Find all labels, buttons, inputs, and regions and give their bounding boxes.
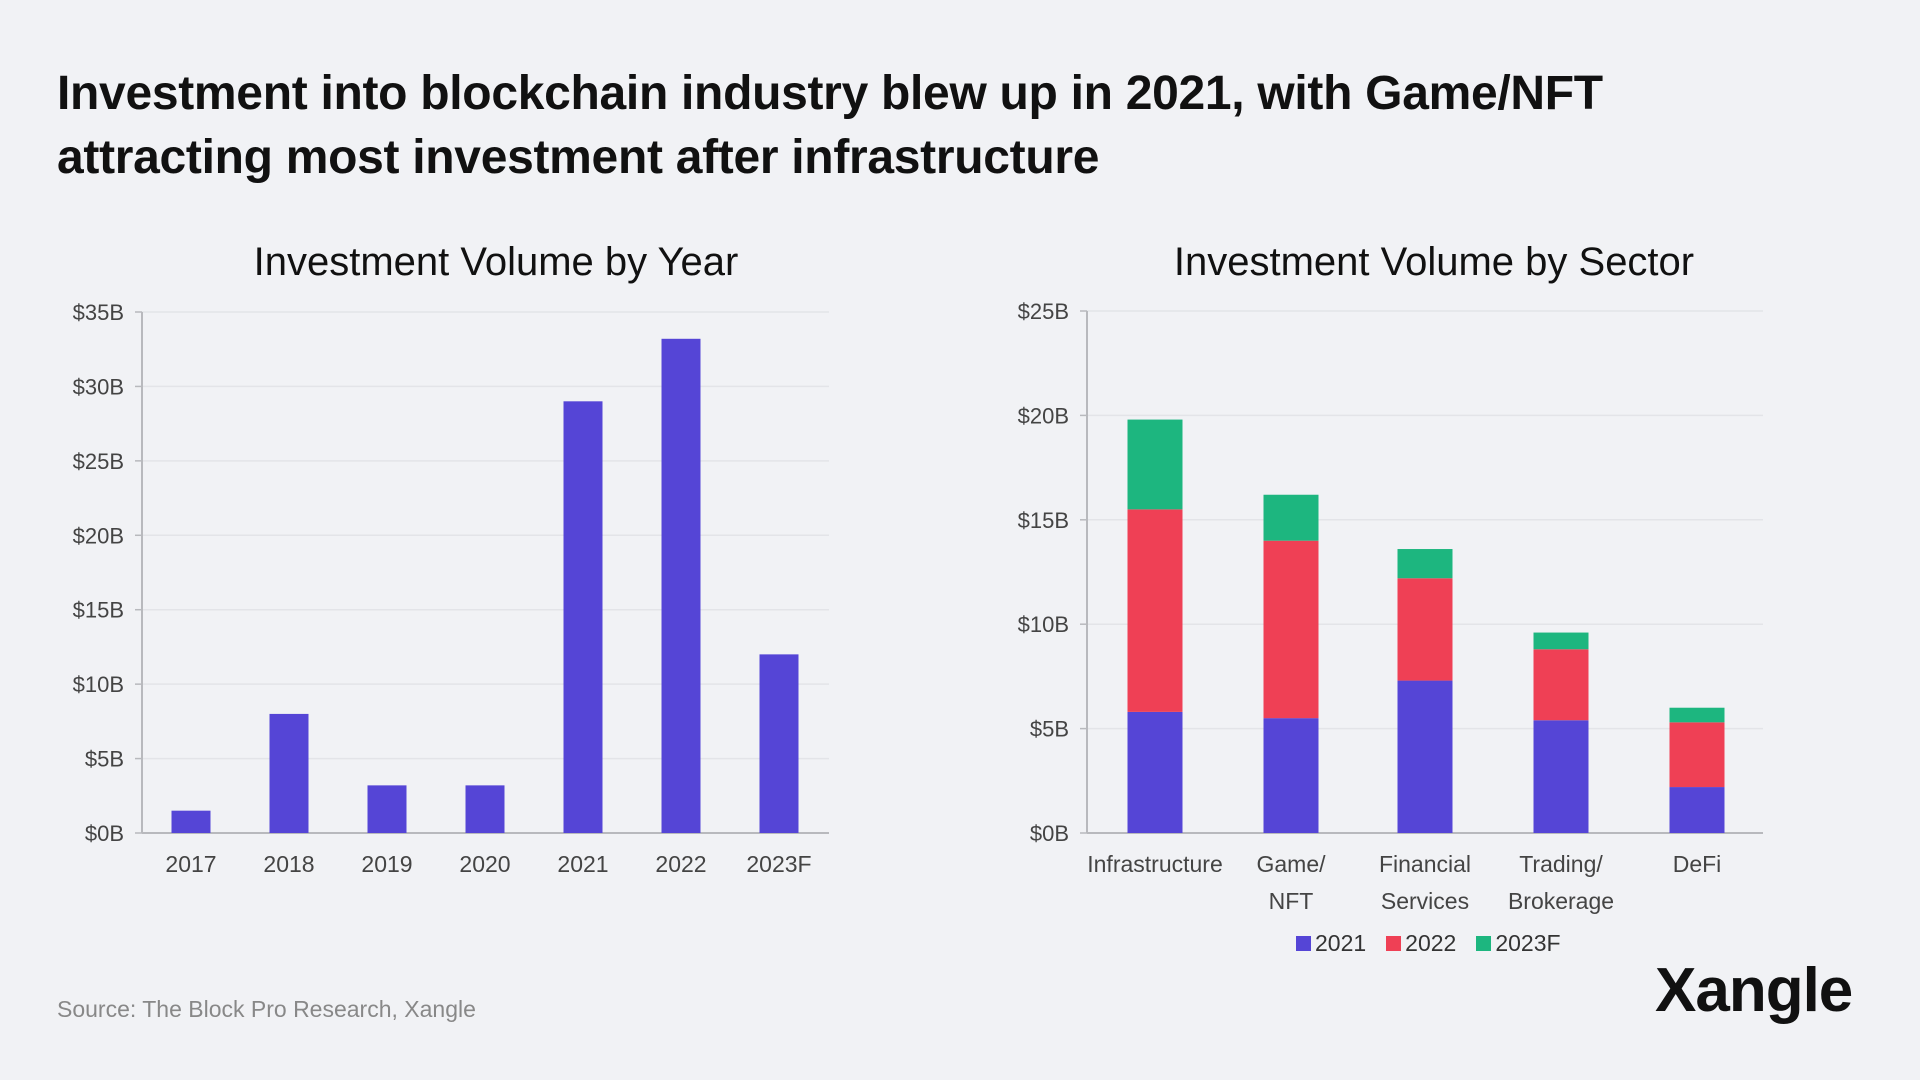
- year-ytick-label: $30B: [73, 374, 124, 399]
- headline-line-2: attracting most investment after infrast…: [57, 131, 1100, 184]
- sector-xtick-label: Brokerage: [1508, 888, 1614, 914]
- year-ytick-label: $10B: [73, 672, 124, 697]
- sector-xtick-label: NFT: [1269, 888, 1314, 914]
- sector-xtick-label: Financial: [1379, 851, 1471, 877]
- sector-bar-2022: [1669, 722, 1725, 788]
- sector-bar-2022: [1533, 649, 1589, 721]
- sector-xtick-label: DeFi: [1673, 851, 1722, 877]
- year-xtick-label: 2017: [165, 851, 216, 877]
- year-bar-2017: [171, 810, 211, 833]
- legend-label: 2022: [1405, 930, 1457, 956]
- year-bar-2018: [269, 713, 309, 833]
- year-xtick-label: 2023F: [746, 851, 811, 877]
- year-chart-title: Investment Volume by Year: [253, 240, 739, 284]
- sector-bar-2022: [1397, 578, 1453, 681]
- sector-bar-2021: [1669, 787, 1725, 833]
- sector-bar-2023F: [1263, 494, 1319, 541]
- year-ytick-label: $35B: [73, 300, 124, 325]
- legend-swatch-2023f: [1476, 936, 1492, 951]
- year-xtick-label: 2020: [459, 851, 510, 877]
- year-xtick-label: 2018: [263, 851, 314, 877]
- legend-item-2021: 2021: [1296, 930, 1366, 957]
- sector-ytick-label: $25B: [1018, 299, 1069, 324]
- sector-ytick-label: $20B: [1018, 403, 1069, 428]
- sector-ytick-label: $15B: [1018, 508, 1069, 533]
- sector-xtick-label: Trading/: [1519, 851, 1603, 877]
- legend-swatch-2022: [1386, 936, 1402, 951]
- headline: Investment into blockchain industry blew…: [57, 62, 1857, 190]
- year-xtick-label: 2021: [557, 851, 608, 877]
- sector-ytick-label: $5B: [1030, 717, 1069, 742]
- year-ytick-label: $15B: [73, 598, 124, 623]
- year-bar-2020: [465, 785, 505, 833]
- sector-bar-2023F: [1669, 707, 1725, 723]
- year-ytick-label: $25B: [73, 449, 124, 474]
- sector-bar-2023F: [1533, 632, 1589, 650]
- source-note: Source: The Block Pro Research, Xangle: [57, 996, 476, 1022]
- year-bar-2019: [367, 785, 407, 833]
- year-xtick-label: 2022: [655, 851, 706, 877]
- year-bar-2023F: [759, 654, 799, 833]
- sector-bar-2021: [1397, 680, 1453, 833]
- year-bar-2021: [563, 401, 603, 833]
- sector-bar-2022: [1263, 540, 1319, 719]
- sector-chart-title: Investment Volume by Sector: [1173, 240, 1695, 284]
- sector-bar-2023F: [1127, 419, 1183, 510]
- sector-xtick-label: Game/: [1256, 851, 1326, 877]
- sector-bar-2023F: [1397, 549, 1453, 579]
- sector-ytick-label: $10B: [1018, 612, 1069, 637]
- legend-label: 2021: [1315, 930, 1367, 956]
- legend-swatch-2021: [1296, 936, 1311, 951]
- sector-bar-2021: [1533, 720, 1589, 833]
- xangle-logo: Xangle: [1655, 956, 1853, 1025]
- year-bar-2022: [661, 338, 701, 833]
- sector-legend: 2021 2022 2023F: [1296, 930, 1561, 957]
- sector-xtick-label: Infrastructure: [1087, 851, 1223, 877]
- sector-ytick-label: $0B: [1030, 821, 1069, 846]
- sector-xtick-label: Services: [1381, 888, 1469, 914]
- year-ytick-label: $0B: [85, 821, 124, 846]
- year-ytick-label: $5B: [85, 747, 124, 772]
- sector-bar-2021: [1127, 711, 1183, 833]
- year-xtick-label: 2019: [361, 851, 412, 877]
- sector-bar-2021: [1263, 718, 1319, 833]
- legend-item-2022: 2022: [1386, 930, 1456, 957]
- sector-bar-2022: [1127, 509, 1183, 712]
- year-ytick-label: $20B: [73, 523, 124, 548]
- legend-label: 2023F: [1495, 930, 1561, 956]
- headline-line-1: Investment into blockchain industry blew…: [57, 67, 1603, 120]
- legend-item-2023f: 2023F: [1476, 930, 1561, 957]
